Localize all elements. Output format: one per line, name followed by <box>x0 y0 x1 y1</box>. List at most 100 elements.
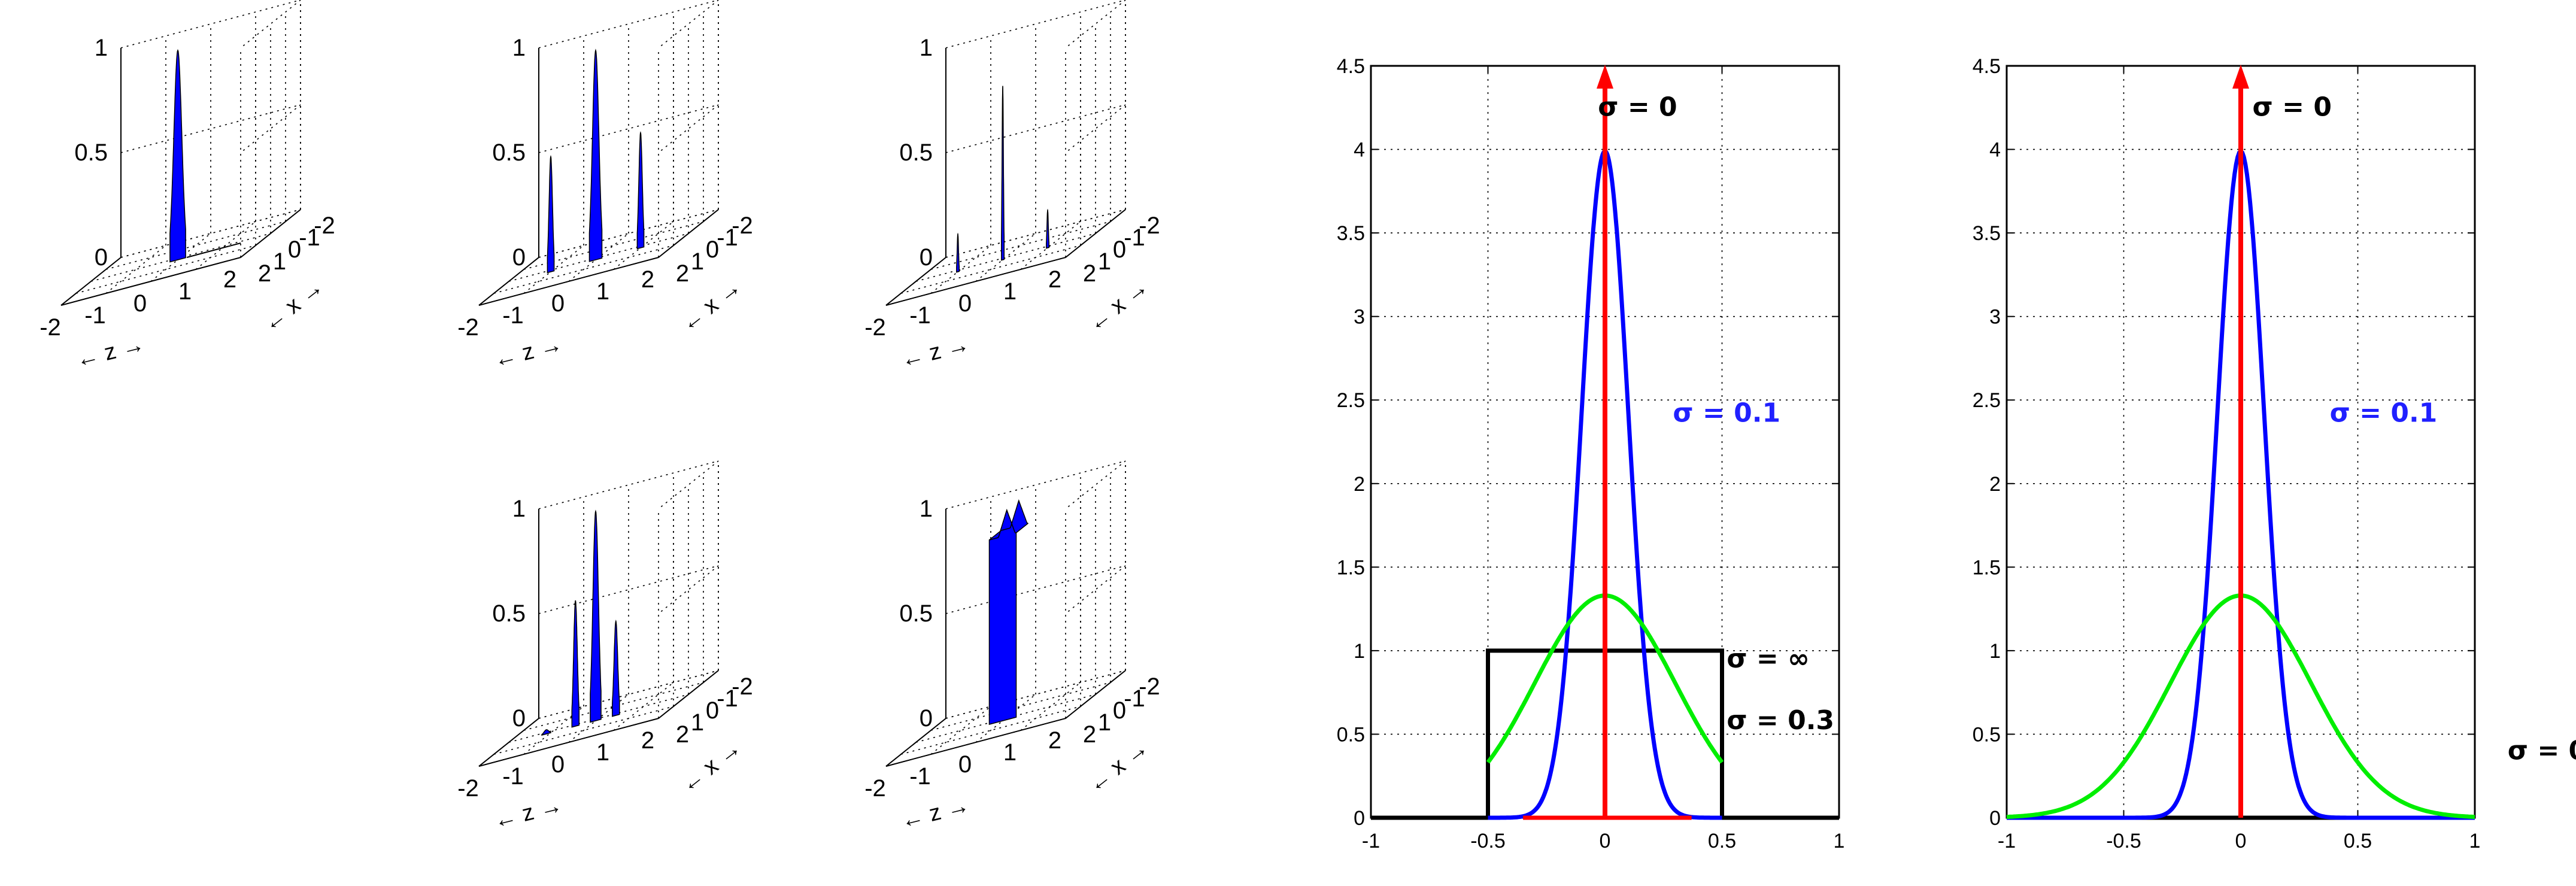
grid-line <box>945 460 1126 509</box>
z-tick-label: 1 <box>596 278 609 305</box>
z-tick-label: 0 <box>551 290 565 317</box>
delta-arrowhead <box>1597 65 1613 89</box>
vertical-tick-label: 1 <box>920 35 933 61</box>
surface-slab <box>571 600 580 728</box>
surface-slab <box>1046 208 1050 249</box>
y-tick-label: 2.5 <box>1337 389 1365 412</box>
grid-line <box>930 682 1111 731</box>
x-tick-label: -1 <box>717 685 738 712</box>
left-base-line <box>478 718 539 767</box>
vertical-tick-label: 0.5 <box>899 139 933 166</box>
vertical-tick-label: 0 <box>95 244 108 271</box>
z-tick-label: 1 <box>596 739 609 766</box>
z-tick-label: -2 <box>864 775 886 802</box>
grid-line <box>1020 221 1081 270</box>
x-tick-label: -1 <box>1124 685 1145 712</box>
y-tick-label: 1 <box>1354 640 1365 663</box>
y-tick-label: 1.5 <box>1337 556 1365 579</box>
sigma-annotation: σ = ∞ <box>1727 644 1809 674</box>
vertical-tick-label: 1 <box>920 496 933 522</box>
z-tick-label: 2 <box>1048 266 1061 293</box>
sigma-annotation: σ = 0 <box>1598 92 1677 123</box>
sigma-annotation: σ = 0.1 <box>1673 398 1780 429</box>
y-tick-label: 4 <box>1989 139 2001 162</box>
z-tick-label: 2 <box>641 727 654 754</box>
vertical-tick-label: 1 <box>95 35 108 61</box>
grid-line <box>523 706 584 755</box>
x-tick-label: 1 <box>1834 830 1845 852</box>
z-tick-label: 2 <box>223 266 236 293</box>
x-tick-label: 0 <box>706 697 719 724</box>
surface-slab <box>956 232 960 273</box>
z-tick-label: -1 <box>502 763 524 790</box>
y-tick-label: 1.5 <box>1973 556 2001 579</box>
grid-line <box>195 221 256 270</box>
x-tick-label: -0.5 <box>1470 830 1506 852</box>
grid-line <box>568 694 629 743</box>
left-base-line <box>478 257 539 306</box>
axis-lines <box>478 48 719 306</box>
surface <box>541 509 620 736</box>
y-tick-label: 3.5 <box>1337 222 1365 245</box>
z-tick-label: 2 <box>641 266 654 293</box>
y-tick-label: 0.5 <box>1973 723 2001 746</box>
x-tick-label: 0 <box>1113 236 1126 263</box>
z-tick-label: -1 <box>502 302 524 329</box>
axis-lines <box>478 509 719 767</box>
z-tick-label: 0 <box>958 751 972 778</box>
grid-line <box>568 233 629 282</box>
x-axis-line <box>658 670 719 719</box>
x-tick-label: -1 <box>1124 224 1145 251</box>
y-tick-label: 1 <box>1989 640 2001 663</box>
z-tick-label: 0 <box>133 290 147 317</box>
x-tick-label: 1 <box>273 248 286 275</box>
x-tick-label: -1 <box>1362 830 1380 852</box>
x-tick-label: 1 <box>1098 709 1111 736</box>
z-tick-label: -1 <box>909 763 931 790</box>
z-tick-label: -1 <box>909 302 931 329</box>
x-tick-label: -0.5 <box>2106 830 2141 852</box>
y-tick-label: 3 <box>1354 306 1365 329</box>
sigma-annotation: σ = 0.1 <box>2330 398 2438 429</box>
z-axis-line <box>478 718 659 767</box>
x-tick-label: -2 <box>314 213 335 239</box>
grid-line <box>613 221 674 270</box>
x-tick-label: -2 <box>1139 213 1160 239</box>
vertical-tick-label: 0.5 <box>492 600 526 627</box>
grid-line <box>975 694 1036 743</box>
z-tick-label: 1 <box>1003 739 1017 766</box>
grid-line <box>613 682 674 731</box>
surface <box>547 48 645 274</box>
y-tick-label: 3.5 <box>1973 222 2001 245</box>
vertical-tick-label: 0 <box>512 705 526 732</box>
z-tick-label: -2 <box>864 314 886 341</box>
grid-line <box>90 233 271 282</box>
grid-line <box>930 245 991 294</box>
y-tick-label: 4.5 <box>1337 55 1365 78</box>
surface-slab <box>169 48 186 263</box>
z-axis-label: ← z → <box>491 793 565 834</box>
grid-line <box>915 233 1096 282</box>
left-base-line <box>885 257 946 306</box>
z-tick-label: -2 <box>40 314 61 341</box>
x-tick-label: 1 <box>691 248 704 275</box>
z-axis-label: ← z → <box>491 332 565 373</box>
y-tick-label: 2 <box>1354 473 1365 496</box>
grid-line <box>538 104 719 153</box>
axis-lines <box>885 48 1126 306</box>
surface-slab <box>588 48 603 262</box>
x-tick-label: 0.5 <box>2344 830 2372 852</box>
sigma-annotation: σ = 0.3 <box>1727 705 1834 736</box>
grid-line <box>915 694 1096 743</box>
z-axis-line <box>885 257 1066 306</box>
z-axis-line <box>478 257 659 306</box>
grid-line <box>930 221 1111 270</box>
x-axis-line <box>1065 670 1126 719</box>
surface-slab <box>590 509 602 723</box>
grid-line <box>150 233 211 282</box>
